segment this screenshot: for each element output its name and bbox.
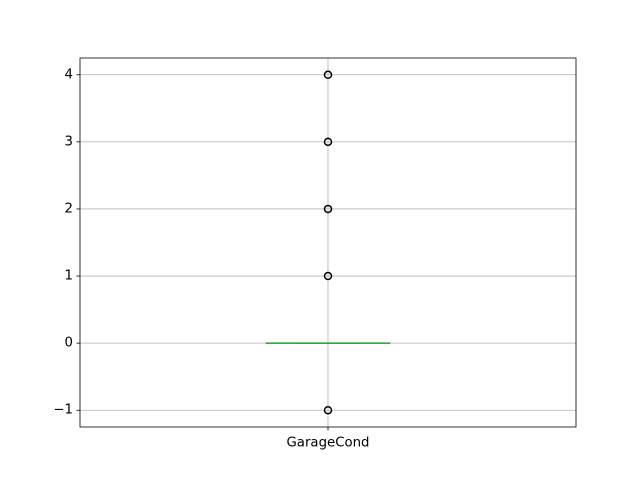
flier-point (323, 405, 333, 415)
y-tick-label: 3 (65, 134, 73, 149)
x-tick-label: GarageCond (287, 436, 370, 451)
flier-point (323, 137, 333, 147)
grid-lines (80, 58, 576, 427)
flier-point (323, 204, 333, 214)
y-axis-ticks: −1 0 1 2 3 4 (53, 67, 80, 418)
y-tick-label: 4 (65, 67, 73, 82)
flier-point (323, 70, 333, 80)
y-tick-label: 0 (65, 336, 73, 351)
flier-point (323, 271, 333, 281)
y-tick-label: −1 (53, 403, 73, 418)
x-axis-ticks: GarageCond (287, 427, 370, 451)
box-elements (265, 70, 391, 415)
y-tick-label: 1 (65, 269, 73, 284)
y-tick-label: 2 (65, 201, 73, 216)
